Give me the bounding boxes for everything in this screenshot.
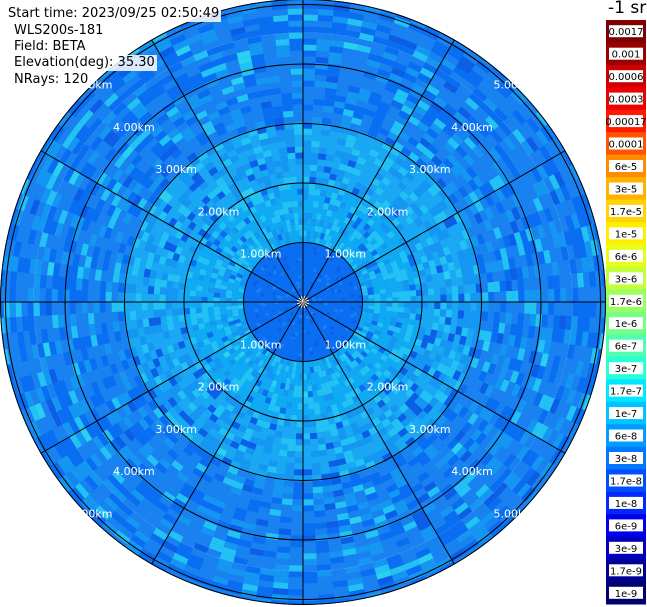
ring-label-2km: 2.00km <box>198 381 240 394</box>
colorbar-tick-label: 6e-9 <box>615 521 638 532</box>
colorbar-tick-label: 0.0001 <box>609 140 644 151</box>
azimuth-spoke <box>40 301 304 454</box>
ring-label-5km: 5.00km <box>71 507 113 520</box>
azimuth-spoke <box>302 39 455 303</box>
ring-label-4km: 4.00km <box>451 121 493 134</box>
colorbar-tick-label: 6e-6 <box>615 252 638 263</box>
colorbar-tick-label: 0.00017 <box>605 117 646 128</box>
colorbar-tick-label: 3e-8 <box>615 454 638 465</box>
colorbar-tick-label: 1.7e-8 <box>610 477 642 488</box>
colorbar-tick-label: 6e-8 <box>615 432 638 443</box>
ring-label-2km: 2.00km <box>367 206 409 219</box>
colorbar-tick-label: 0.0006 <box>609 72 644 83</box>
colorbar-tick-label: 1e-6 <box>615 319 638 330</box>
ring-label-5km: 5.00km <box>494 507 536 520</box>
colorbar-tick-label: 3e-7 <box>615 364 638 375</box>
colorbar-tick-label: 0.0017 <box>609 27 644 38</box>
nrays-label: NRays: 120 <box>12 72 91 88</box>
ring-label-3km: 3.00km <box>409 423 451 436</box>
ring-label-1km: 1.00km <box>325 248 367 261</box>
colorbar-tick-label: 1.7e-7 <box>610 387 642 398</box>
ring-label-4km: 4.00km <box>451 465 493 478</box>
azimuth-spoke <box>302 150 566 303</box>
azimuth-spokes <box>0 0 606 605</box>
ring-label-3km: 3.00km <box>155 423 197 436</box>
colorbar-tick-label: 1.7e-5 <box>610 207 642 218</box>
colorbar-tick-label: 1.7e-9 <box>610 566 642 577</box>
colorbar-tick-label: 1e-7 <box>615 409 638 420</box>
colorbar-tick-label: 1e-5 <box>615 229 638 240</box>
azimuth-spoke <box>151 39 304 303</box>
elevation-label: Elevation(deg): 35.30 <box>12 55 157 71</box>
colorbar-tick-label: 6e-5 <box>615 162 638 173</box>
instrument-label: WLS200s-181 <box>12 23 106 39</box>
ring-label-5km: 5.00km <box>494 79 536 92</box>
ring-label-1km: 1.00km <box>325 338 367 351</box>
ring-label-2km: 2.00km <box>367 381 409 394</box>
colorbar-tick-label: 3e-9 <box>615 544 638 555</box>
ring-label-4km: 4.00km <box>113 465 155 478</box>
ring-label-2km: 2.00km <box>198 206 240 219</box>
colorbar-tick-label: 3e-5 <box>615 185 638 196</box>
colorbar: 0.0017 0.001 0.0006 0.0003 0.00017 0.0001 6e-5… <box>605 20 647 605</box>
colorbar-tick-label: 6e-7 <box>615 342 638 353</box>
azimuth-spoke <box>40 150 304 303</box>
ring-label-1km: 1.00km <box>240 248 282 261</box>
azimuth-spoke <box>302 301 566 454</box>
colorbar-tick-label: 1.7e-6 <box>610 297 642 308</box>
ring-label-3km: 3.00km <box>409 163 451 176</box>
colorbar-tick-label: 0.001 <box>612 50 641 61</box>
ring-label-1km: 1.00km <box>240 338 282 351</box>
colorbar-tick-label: 3e-6 <box>615 274 638 285</box>
start-time-label: Start time: 2023/09/25 02:50:49 <box>6 6 222 22</box>
colorbar-unit-label: -1 sr <box>608 0 647 18</box>
colorbar-tick-label: 0.0003 <box>609 95 644 106</box>
ring-label-4km: 4.00km <box>113 121 155 134</box>
range-ring-labels: 1.00km 1.00km 1.00km 1.00km 2.00km 2.00km 2.00… <box>71 79 535 521</box>
colorbar-tick-label: 1e-8 <box>615 499 638 510</box>
field-label: Field: BETA <box>12 39 88 55</box>
azimuth-spoke <box>302 301 455 565</box>
colorbar-tick-label: 1e-9 <box>615 589 638 600</box>
ring-label-3km: 3.00km <box>155 163 197 176</box>
azimuth-spoke <box>151 301 304 565</box>
